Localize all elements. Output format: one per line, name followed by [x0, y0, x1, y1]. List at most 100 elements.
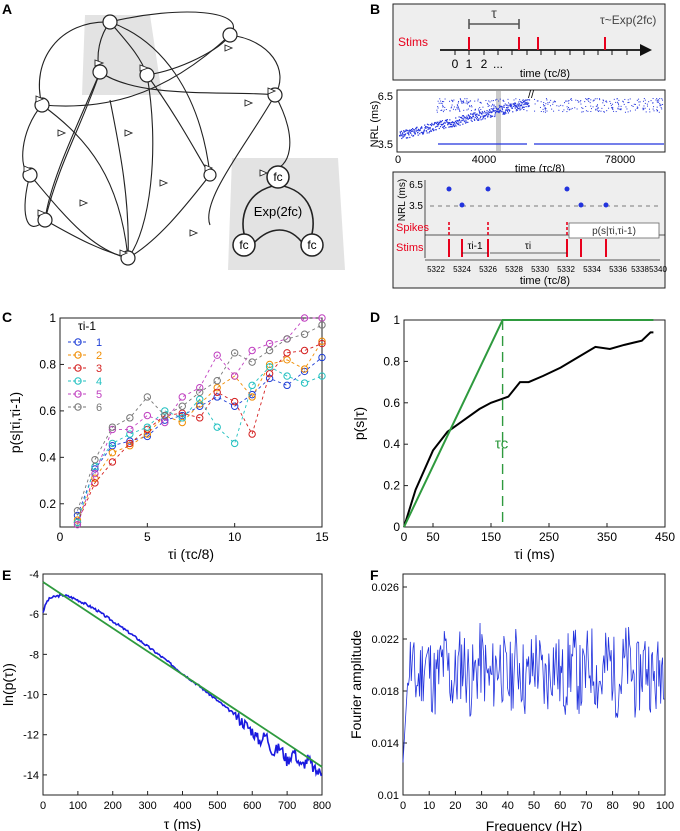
nrl-dot	[451, 121, 453, 124]
data-point	[143, 423, 152, 431]
nrl-dot	[448, 123, 450, 125]
nrl-dot	[515, 98, 517, 100]
nrl-dot	[438, 123, 440, 125]
nrl-dot	[638, 101, 640, 103]
nrl-dot	[440, 102, 442, 104]
data-point	[265, 346, 274, 355]
legend-label: 2	[96, 350, 102, 362]
nrl-dot	[478, 111, 480, 113]
nrl-dot	[516, 109, 518, 111]
nrl-dot	[502, 113, 504, 115]
x-tick-label: 0	[400, 800, 406, 812]
data-point	[108, 458, 117, 466]
nrl-dot	[596, 109, 598, 111]
nrl-dot	[516, 106, 518, 108]
nrl-dot	[400, 130, 403, 132]
nrl-dot	[474, 108, 476, 110]
nrl-dot	[585, 106, 587, 108]
data-point	[178, 409, 186, 417]
nrl-dot	[411, 130, 413, 132]
nrl-dot	[439, 98, 441, 100]
nrl-dot	[605, 100, 607, 102]
nrl-dot	[506, 104, 508, 106]
nrl-dot	[469, 116, 471, 118]
nrl-dot	[435, 129, 437, 131]
x-tick-label: 10	[228, 530, 242, 544]
nrl-dot	[653, 110, 655, 112]
y-axis-label: p(s|τ)	[351, 407, 367, 440]
nrl-dot	[437, 100, 439, 102]
nrl-dot	[638, 104, 640, 106]
b-mid-xtick-1: 4000	[472, 154, 496, 166]
panel-f-chart: 0 10 20 30 40 50 60 70 80 90 100 0.01 0.014 0.018 0.02…	[348, 573, 674, 831]
nrl-dot	[474, 112, 476, 114]
nrl-dot	[567, 100, 569, 102]
nrl-dot	[412, 135, 415, 137]
nrl-dot	[474, 109, 476, 111]
nrl-dot	[514, 102, 517, 105]
nrl-dot	[613, 110, 615, 112]
b-mid-xtick-2: 78000	[605, 154, 636, 166]
nrl-dot	[442, 126, 444, 128]
nrl-scatter	[399, 98, 664, 145]
nrl-dot	[587, 110, 589, 112]
nrl-dot	[590, 108, 592, 110]
nrl-dot	[440, 121, 442, 123]
nrl-dot	[618, 99, 620, 101]
inset-node-right-label: fc	[307, 238, 316, 252]
nrl-dot	[618, 103, 620, 105]
nrl-dot	[662, 103, 664, 105]
data-point	[91, 474, 99, 482]
nrl-dot	[575, 99, 577, 101]
nrl-dot	[568, 109, 570, 111]
data-point	[196, 383, 204, 392]
legend-marker	[74, 390, 82, 398]
nrl-point	[485, 186, 491, 192]
nrl-dot	[438, 127, 440, 130]
nrl-dot	[516, 106, 518, 108]
nrl-dot	[403, 133, 405, 136]
nrl-dot	[644, 107, 646, 109]
x-tick-label: 700	[278, 800, 296, 812]
nrl-dot	[458, 108, 460, 110]
nrl-dot	[465, 121, 468, 123]
y-tick-label: -8	[29, 649, 39, 661]
data-point	[143, 430, 152, 438]
nrl-dot	[540, 101, 542, 103]
nrl-dot	[553, 110, 555, 112]
nrl-dot	[595, 105, 597, 107]
nrl-dot	[492, 108, 494, 110]
nrl-dot	[401, 133, 403, 135]
nrl-dot	[457, 102, 459, 104]
nrl-dot	[505, 107, 508, 109]
nrl-dot	[652, 108, 654, 110]
data-point	[108, 423, 117, 431]
nrl-dot	[453, 99, 455, 101]
nrl-dot	[458, 116, 460, 118]
nrl-dot	[503, 100, 505, 102]
y-tick-label: 1	[393, 313, 400, 327]
nrl-dot	[432, 130, 434, 132]
nrl-dot	[509, 104, 512, 106]
nrl-dot	[407, 137, 409, 139]
nrl-dot	[443, 109, 445, 111]
nrl-dot	[475, 114, 477, 117]
nrl-dot	[452, 101, 454, 103]
nrl-dot	[524, 102, 526, 104]
nrl-dot	[502, 111, 504, 113]
nrl-dot	[500, 109, 502, 111]
nrl-dot	[514, 105, 516, 107]
nrl-dot	[571, 99, 573, 101]
nrl-dot	[490, 116, 492, 118]
nrl-dot	[435, 122, 438, 124]
nrl-dot	[636, 106, 638, 108]
nrl-dot	[660, 107, 662, 109]
data-point	[318, 353, 326, 362]
nrl-dot	[525, 102, 527, 104]
nrl-dot	[620, 108, 622, 110]
data-point	[283, 335, 291, 343]
nrl-dot	[467, 103, 469, 105]
series-line-3	[77, 343, 323, 523]
nrl-dot	[570, 98, 572, 100]
nrl-dot	[477, 100, 479, 102]
